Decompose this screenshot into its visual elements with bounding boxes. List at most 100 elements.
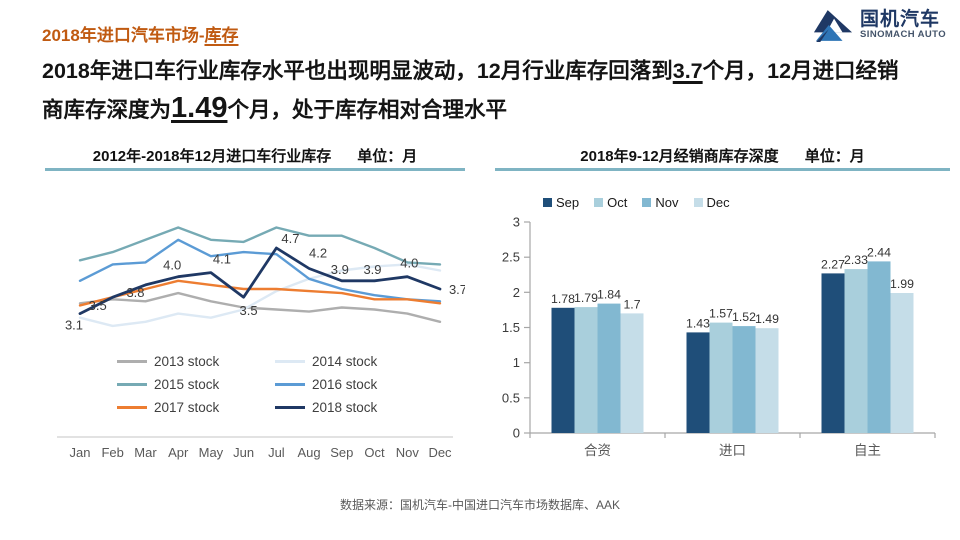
legend-label: 2014 stock [312,353,378,369]
bar-data-label: 2.44 [867,245,891,259]
line-data-label: 4.1 [213,252,231,267]
bar-chart-title-text: 2018年9-12月经销商库存深度 [580,148,779,165]
mountain-logo-icon [813,10,853,42]
series-line-2013-stock [78,291,442,324]
bar-chart-legend: Sep Oct Nov Dec [543,195,730,210]
bar-data-label: 2.27 [821,257,845,271]
logo-name-cn: 国机汽车 [860,9,941,31]
line-data-label: 4.2 [309,246,327,261]
line-chart-panel: 2012年-2018年12月进口车行业库存 单位：月 3.1 3.5 3.8 4.0 4.… [45,140,465,471]
legend-line-swatch [275,359,305,363]
bar-进口-Nov [732,326,756,433]
bar-进口-Oct [709,322,733,433]
line-chart-canvas: 3.1 3.5 3.8 4.0 4.1 3.5 4.7 4.2 3.9 3.9 4.0 3.7 Jan F… [57,226,465,460]
x-axis-tick-label: Jan [70,445,91,460]
bar-进口-Sep [686,332,710,433]
bar-自主-Sep [821,273,845,433]
bar-data-label: 1.84 [597,288,621,302]
bar-进口-Dec [755,328,779,433]
bar-data-label: 1.49 [755,312,779,326]
bar-合资-Sep [551,307,575,433]
bar-自主-Oct [844,269,868,433]
legend-item-Nov: Nov [642,195,679,210]
legend-item-2017-stock: 2017 stock [117,398,275,416]
bar-data-label: 1.78 [551,292,575,306]
title-rule [495,168,950,171]
kicker-prefix: 2018年进口汽车市场- [42,26,205,45]
category-label: 进口 [719,443,746,458]
bar-自主-Dec [890,293,914,433]
data-source-note: 数据来源：国机汽车-中国进口汽车市场数据库、AAK [339,498,620,512]
bar-data-label: 1.43 [686,316,710,330]
logo-text: 国机汽车 SINOMACH AUTO [860,10,946,40]
headline-segment: 3.7 [672,59,703,83]
y-axis-tick-label: 0.5 [502,390,520,405]
company-logo: 国机汽车 SINOMACH AUTO [813,7,946,43]
bar-合资-Dec [620,313,644,433]
legend-item-2018-stock: 2018 stock [275,398,433,416]
series-line-2015-stock [78,226,442,266]
line-data-label: 4.0 [400,256,418,271]
x-axis-tick-label: Feb [101,445,123,460]
y-axis-tick-label: 1.5 [502,320,520,335]
line-chart-title: 2012年-2018年12月进口车行业库存 单位：月 [45,140,465,166]
line-chart-unit-label: 单位：月 [357,148,418,165]
kicker-emphasis: 库存 [204,26,239,45]
y-axis-tick-label: 2 [513,285,520,300]
bar-合资-Oct [574,307,598,433]
bar-data-label: 1.99 [890,277,914,291]
legend-label: 2015 stock [154,376,220,392]
legend-item-2013-stock: 2013 stock [117,352,275,370]
series-line-2017-stock [78,279,442,307]
bar-自主-Nov [867,261,891,433]
x-axis-tick-label: Jun [233,445,254,460]
legend-label: Dec [706,195,730,210]
legend-label: 2018 stock [312,399,378,415]
x-axis-tick-label: Dec [428,445,452,460]
bar-chart-panel: 2018年9-12月经销商库存深度 单位：月 Sep Oct Nov Dec 0 0.5 1 1… [495,140,950,471]
legend-line-swatch [275,382,305,386]
legend-line-swatch [117,359,147,363]
legend-item-Oct: Oct [594,195,627,210]
legend-line-swatch [275,405,305,409]
y-axis-tick-label: 3 [513,215,520,230]
x-axis-tick-label: Oct [364,445,385,460]
line-data-label: 4.7 [281,231,299,246]
legend-square-swatch [642,198,652,207]
page-kicker: 2018年进口汽车市场-库存 [42,21,238,46]
line-data-label: 3.9 [331,262,349,277]
legend-item-Sep: Sep [543,195,579,210]
headline: 2018年进口车行业库存水平也出现明显波动，12月行业库存回落到3.7个月，12… [42,56,920,129]
logo-name-en: SINOMACH AUTO [860,28,946,40]
title-rule [45,168,465,171]
legend-label: 2017 stock [154,399,220,415]
category-label: 合资 [584,443,611,458]
bar-data-label: 1.79 [574,291,598,305]
headline-segment: 个月，12月进口经销商库存深度为 [42,59,899,123]
legend-line-swatch [117,382,147,386]
legend-item-2014-stock: 2014 stock [275,352,433,370]
legend-label: 2016 stock [312,376,378,392]
headline-segment: 2018年进口车行业库存水平也出现明显波动，12月行业库存回落到 [42,59,673,83]
x-axis-tick-label: Nov [396,445,420,460]
x-axis-tick-label: Mar [134,445,157,460]
headline-segment: 个月，处于库存相对合理水平 [227,98,507,123]
legend-label: 2013 stock [154,353,220,369]
bar-data-label: 1.7 [623,297,640,311]
category-label: 自主 [854,443,881,458]
legend-item-2015-stock: 2015 stock [117,375,275,393]
x-axis-tick-label: Aug [298,445,321,460]
legend-item-Dec: Dec [693,195,730,210]
headline-segment: 1.49 [171,92,228,125]
line-chart-legend: 2013 stock 2014 stock 2015 stock 2016 stock… [117,352,433,416]
line-data-label: 3.9 [363,262,381,277]
line-chart-title-text: 2012年-2018年12月进口车行业库存 [92,148,332,165]
line-data-label: 4.0 [163,258,181,273]
x-axis-tick-label: Sep [330,445,353,460]
series-line-2018-stock [78,246,442,316]
line-data-label: 3.1 [65,318,83,333]
legend-square-swatch [693,198,703,207]
y-axis-tick-label: 0 [513,426,520,441]
bar-合资-Nov [597,303,621,433]
